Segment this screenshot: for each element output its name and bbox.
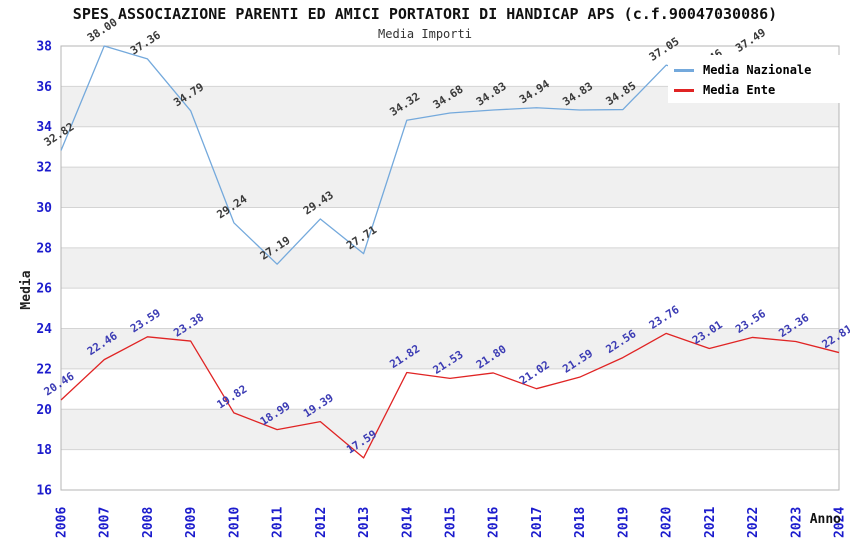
x-tick-label: 2018	[573, 507, 588, 538]
x-tick-label: 2023	[789, 507, 804, 538]
y-tick-label: 28	[36, 241, 52, 256]
x-tick-label: 2021	[703, 507, 718, 538]
plot-border	[60, 45, 840, 491]
background-band	[61, 247, 839, 289]
chart-title: SPES ASSOCIAZIONE PARENTI ED AMICI PORTA…	[72, 5, 778, 23]
x-tick-label: 2010	[227, 507, 242, 538]
background-band	[61, 207, 839, 248]
chart-subtitle: Media Importi	[378, 27, 472, 41]
x-tick-label: 2016	[487, 507, 502, 538]
y-tick-label: 32	[36, 161, 52, 176]
legend: Media Nazionale Media Ente	[668, 55, 841, 103]
y-tick-label: 18	[36, 443, 52, 458]
x-tick-label: 2007	[98, 507, 113, 538]
x-tick-label: 2008	[141, 507, 156, 538]
red-line-swatch-icon	[674, 88, 694, 92]
legend-label: Media Nazionale	[703, 63, 812, 77]
legend-label: Media Ente	[703, 83, 776, 97]
x-tick-label: 2013	[357, 507, 372, 538]
x-axis-title: Anno	[810, 512, 841, 527]
x-tick-label: 2024	[833, 507, 848, 538]
blue-line-swatch-icon	[674, 68, 694, 72]
background-band	[61, 288, 839, 329]
y-tick-label: 34	[36, 120, 52, 135]
x-tick-label: 2017	[530, 507, 545, 538]
y-tick-label: 30	[36, 201, 52, 216]
y-tick-label: 22	[36, 362, 52, 377]
y-tick-label: 38	[36, 40, 52, 55]
background-band	[61, 449, 839, 490]
background-band	[61, 409, 839, 450]
y-tick-label: 36	[36, 80, 52, 95]
x-tick-label: 2012	[314, 507, 329, 538]
background-band	[61, 167, 839, 208]
y-tick-label: 16	[36, 484, 52, 499]
y-tick-label: 26	[36, 282, 52, 297]
x-tick-label: 2019	[616, 507, 631, 538]
x-tick-label: 2022	[746, 507, 761, 538]
legend-item-media-nazionale: Media Nazionale	[674, 60, 841, 80]
x-tick-label: 2015	[444, 507, 459, 538]
background-band	[61, 126, 839, 168]
legend-item-media-ente: Media Ente	[674, 80, 841, 100]
x-tick-label: 2011	[271, 507, 286, 538]
series-line-media-ente	[60, 332, 840, 459]
x-tick-label: 2006	[55, 507, 70, 538]
y-axis-title: Media	[19, 270, 34, 309]
x-tick-label: 2020	[660, 507, 675, 538]
y-tick-label: 20	[36, 403, 52, 418]
x-tick-label: 2014	[400, 507, 415, 538]
x-tick-label: 2009	[184, 507, 199, 538]
point-label: 38.00	[85, 16, 120, 45]
y-tick-label: 24	[36, 322, 52, 337]
background-band	[61, 368, 839, 410]
